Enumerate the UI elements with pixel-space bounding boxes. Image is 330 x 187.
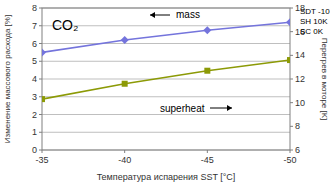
- marker: [286, 18, 290, 26]
- series-label: mass: [176, 9, 200, 20]
- series-label: superheat: [160, 103, 205, 114]
- tick: [124, 150, 125, 153]
- tick-label: 1: [32, 127, 37, 137]
- annotation: SC 0K: [300, 27, 324, 36]
- arrow-head: [150, 12, 155, 18]
- y2-label: Перегрев в моторе [K]: [320, 38, 329, 121]
- tick-label: 6: [295, 145, 300, 155]
- tick-label: -45: [201, 155, 214, 165]
- series-line: [42, 22, 290, 52]
- grid-line: [42, 79, 290, 80]
- y-label: Изменение массового расхода [%]: [3, 15, 12, 143]
- marker: [121, 36, 129, 44]
- marker: [42, 48, 46, 56]
- grid-line: [42, 61, 290, 62]
- marker: [204, 68, 210, 74]
- grid-line: [42, 132, 290, 133]
- series-group: [42, 18, 290, 102]
- grid-line: [42, 43, 290, 44]
- tick-label: -35: [35, 155, 48, 165]
- marker: [287, 57, 290, 63]
- tick-label: 5: [32, 56, 37, 66]
- tick-label: 6: [32, 39, 37, 49]
- tick: [42, 150, 43, 153]
- grid-line: [42, 96, 290, 97]
- tick: [290, 150, 291, 153]
- plot-frame: [42, 8, 290, 150]
- tick-label: 7: [32, 21, 37, 31]
- tick-label: 10: [295, 98, 305, 108]
- tick-label: 0: [32, 145, 37, 155]
- tick-label: -40: [118, 155, 131, 165]
- tick-label: -50: [283, 155, 296, 165]
- series-line: [42, 60, 290, 99]
- marker: [122, 81, 128, 87]
- annotation: SH 10K: [300, 17, 328, 26]
- annotation: SDT -10°C: [300, 7, 330, 16]
- tick-label: 8: [295, 121, 300, 131]
- tick-label: 2: [32, 110, 37, 120]
- annotation: CO₂: [52, 17, 78, 33]
- tick-label: 8: [32, 3, 37, 13]
- tick-label: 4: [32, 74, 37, 84]
- arrow-head: [227, 105, 232, 111]
- tick: [207, 150, 208, 153]
- marker: [42, 96, 45, 102]
- tick-label: 14: [295, 50, 305, 60]
- chart: 012345678681012141618-35-40-45-50Темпера…: [0, 0, 330, 187]
- tick-label: 3: [32, 92, 37, 102]
- tick-label: 12: [295, 74, 305, 84]
- grid-line: [42, 114, 290, 115]
- marker: [203, 26, 211, 34]
- x-label: Температура испарения SST [°C]: [97, 172, 236, 182]
